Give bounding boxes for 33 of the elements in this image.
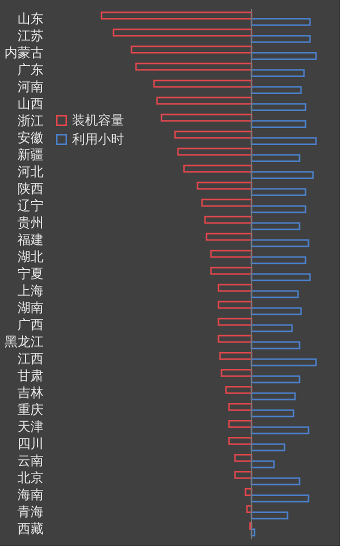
y-tick-label: 西藏 [18,522,44,538]
y-tick-label: 内蒙古 [4,46,44,61]
y-tick-label: 贵州 [18,216,44,231]
y-tick-label: 辽宁 [18,198,44,214]
y-tick-label: 河南 [18,80,44,95]
y-tick-label: 湖南 [18,301,44,316]
legend-label: 利用小时 [72,132,124,148]
y-tick-label: 重庆 [18,403,44,418]
y-tick-label: 宁夏 [18,266,44,282]
y-tick-label: 江西 [18,352,44,368]
y-tick-label: 上海 [18,284,44,300]
y-tick-label: 青海 [18,505,44,520]
y-tick-label: 海南 [18,488,44,504]
y-tick-label: 吉林 [18,386,44,402]
y-tick-label: 广西 [18,318,44,334]
y-tick-label: 陕西 [18,182,44,197]
y-tick-label: 四川 [18,437,44,452]
legend-label: 装机容量 [72,112,124,128]
y-tick-label: 安徽 [18,130,44,146]
y-tick-label: 甘肃 [18,369,44,384]
y-tick-label: 广东 [18,62,44,78]
y-tick-label: 新疆 [18,148,44,163]
y-tick-label: 云南 [18,454,44,470]
y-tick-label: 山东 [18,12,44,27]
y-tick-label: 河北 [18,164,44,180]
y-tick-label: 湖北 [18,250,44,265]
y-tick-label: 浙江 [18,114,44,129]
y-tick-label: 北京 [18,471,44,486]
y-tick-label: 天津 [18,420,44,436]
y-tick-label: 江苏 [18,28,44,44]
y-tick-label: 山西 [18,96,44,112]
y-tick-label: 福建 [18,232,44,248]
y-tick-label: 黑龙江 [4,335,44,350]
